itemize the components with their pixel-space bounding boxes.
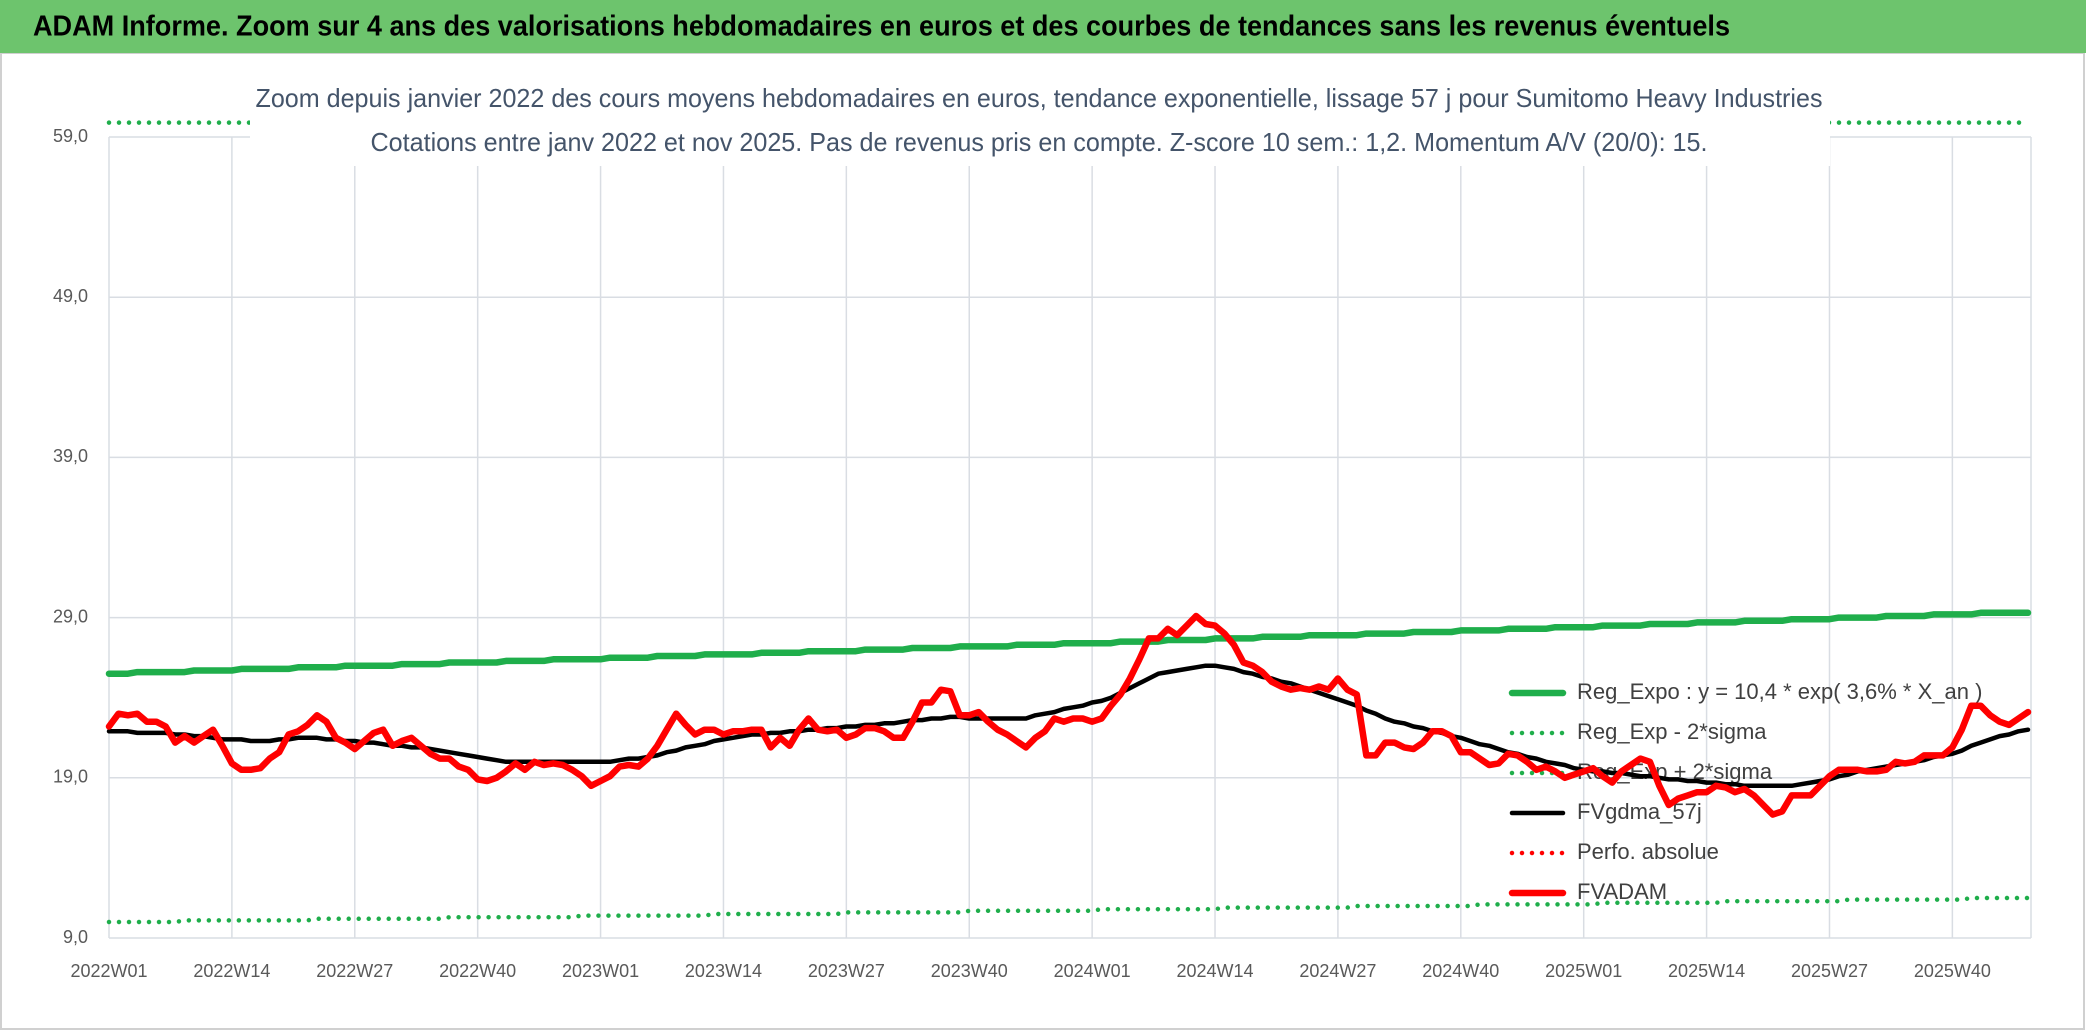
chart-subtitle: Cotations entre janv 2022 et nov 2025. P… <box>371 127 1708 157</box>
x-tick-label: 2023W27 <box>808 961 885 981</box>
x-tick-label: 2025W01 <box>1545 961 1622 981</box>
legend-label: FVgdma_57j <box>1577 799 1702 824</box>
x-tick-label: 2024W40 <box>1422 961 1499 981</box>
y-tick-label: 9,0 <box>63 927 88 947</box>
x-tick-label: 2025W14 <box>1668 961 1745 981</box>
x-tick-label: 2024W27 <box>1299 961 1376 981</box>
grid: 9,0 19,0 29,0 39,0 49,0 59,0 2022W01 2022W14 202… <box>53 126 2032 981</box>
x-tick-label: 2024W14 <box>1176 961 1253 981</box>
x-tick-label: 2023W01 <box>562 961 639 981</box>
header-title: ADAM Informe. Zoom sur 4 ans des valoris… <box>33 11 1730 43</box>
x-tick-label: 2025W40 <box>1914 961 1991 981</box>
title-backdrop <box>250 78 1830 166</box>
y-tick-label: 49,0 <box>53 286 88 306</box>
series-line <box>105 609 2032 677</box>
y-tick-label: 39,0 <box>53 446 88 466</box>
x-tick-label: 2022W14 <box>193 961 270 981</box>
y-tick-label: 29,0 <box>53 606 88 626</box>
legend-label: Reg_Expo : y = 10,4 * exp( 3,6% * X_an ) <box>1577 679 1982 704</box>
legend-label: Perfo. absolue <box>1577 839 1719 864</box>
x-tick-label: 2022W40 <box>439 961 516 981</box>
x-tick-label: 2024W01 <box>1054 961 1131 981</box>
legend-label: Reg_Exp - 2*sigma <box>1577 719 1767 744</box>
x-tick-label: 2022W27 <box>316 961 393 981</box>
x-tick-label: 2023W14 <box>685 961 762 981</box>
chart-title: Zoom depuis janvier 2022 des cours moyen… <box>256 83 1823 113</box>
y-tick-label: 59,0 <box>53 126 88 146</box>
legend-label: FVADAM <box>1577 879 1667 904</box>
series-line <box>105 612 2032 818</box>
x-tick-label: 2022W01 <box>70 961 147 981</box>
x-tick-label: 2025W27 <box>1791 961 1868 981</box>
y-tick-label: 19,0 <box>53 767 88 787</box>
header-bar <box>0 0 2086 53</box>
series-line <box>106 895 2031 925</box>
legend: Reg_Expo : y = 10,4 * exp( 3,6% * X_an )… <box>1508 679 1982 904</box>
x-tick-label: 2023W40 <box>931 961 1008 981</box>
